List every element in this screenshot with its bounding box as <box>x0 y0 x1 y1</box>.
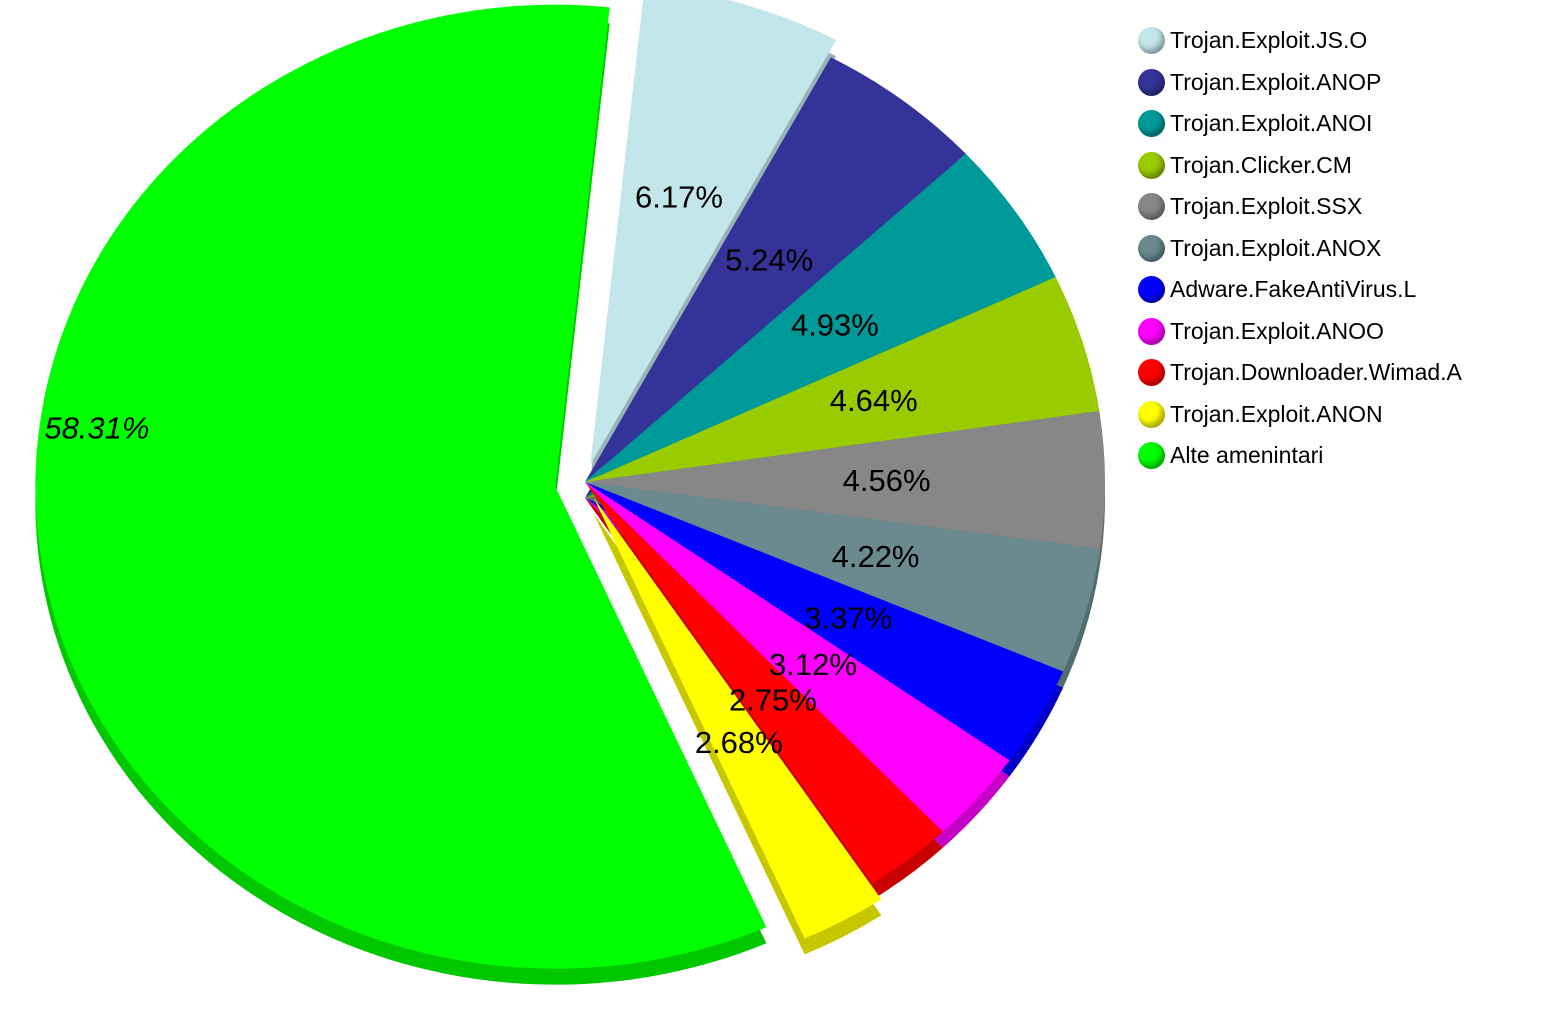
legend-swatch-trojan-exploit-anoi <box>1138 110 1165 138</box>
pie-slice-alte-amenintari <box>35 4 767 969</box>
legend-label-trojan-downloader-wimad-a: Trojan.Downloader.Wimad.A <box>1170 359 1462 386</box>
legend-item-trojan-exploit-anox: Trojan.Exploit.ANOX <box>1138 228 1462 270</box>
legend-swatch-trojan-clicker-cm <box>1138 151 1165 179</box>
pie-slice-trojan-exploit-anoi <box>585 153 1056 483</box>
legend-item-trojan-exploit-anon: Trojan.Exploit.ANON <box>1138 394 1462 436</box>
legend-item-trojan-exploit-anoo: Trojan.Exploit.ANOO <box>1138 311 1462 353</box>
legend-item-trojan-exploit-ssx: Trojan.Exploit.SSX <box>1138 186 1462 228</box>
slice-label-trojan-exploit-anop: 5.24% <box>725 243 813 278</box>
pie-slice-trojan-exploit-anoo <box>585 482 1010 832</box>
legend-item-trojan-downloader-wimad-a: Trojan.Downloader.Wimad.A <box>1138 352 1462 394</box>
legend-swatch-trojan-exploit-anop <box>1138 68 1165 96</box>
legend-item-trojan-exploit-anoi: Trojan.Exploit.ANOI <box>1138 103 1462 145</box>
slice-label-trojan-exploit-anon: 2.68% <box>695 725 783 760</box>
legend-label-trojan-exploit-anoo: Trojan.Exploit.ANOO <box>1170 317 1384 344</box>
pie-slice-adware-fakeantivirus-l <box>585 482 1064 761</box>
legend-label-trojan-exploit-ssx: Trojan.Exploit.SSX <box>1170 193 1363 220</box>
legend-swatch-trojan-exploit-ssx <box>1138 193 1165 221</box>
slice-label-alte-amenintari: 58.31% <box>44 410 149 445</box>
legend-label-trojan-exploit-js-o: Trojan.Exploit.JS.O <box>1170 27 1368 54</box>
legend-label-trojan-clicker-cm: Trojan.Clicker.CM <box>1170 151 1352 178</box>
legend-label-trojan-exploit-anoi: Trojan.Exploit.ANOI <box>1170 110 1373 137</box>
pie-slice-trojan-clicker-cm <box>585 277 1100 482</box>
legend-label-adware-fakeantivirus-l: Adware.FakeAntiVirus.L <box>1170 276 1417 303</box>
slice-label-adware-fakeantivirus-l: 3.37% <box>804 600 892 635</box>
legend-swatch-trojan-downloader-wimad-a <box>1138 359 1165 387</box>
pie-slice-trojan-exploit-js-o <box>590 0 837 465</box>
legend-label-trojan-exploit-anox: Trojan.Exploit.ANOX <box>1170 234 1382 261</box>
pie-slice-trojan-exploit-anop <box>585 57 966 483</box>
legend-label-alte-amenintari: Alte amenintari <box>1170 442 1324 469</box>
slice-label-trojan-exploit-js-o: 6.17% <box>635 180 723 215</box>
legend-swatch-trojan-exploit-anoo <box>1138 317 1165 345</box>
legend-label-trojan-exploit-anon: Trojan.Exploit.ANON <box>1170 400 1383 427</box>
legend-item-adware-fakeantivirus-l: Adware.FakeAntiVirus.L <box>1138 269 1462 311</box>
legend-item-trojan-clicker-cm: Trojan.Clicker.CM <box>1138 145 1462 187</box>
legend-swatch-trojan-exploit-js-o <box>1138 27 1165 55</box>
legend-item-trojan-exploit-anop: Trojan.Exploit.ANOP <box>1138 62 1462 104</box>
legend-swatch-trojan-exploit-anox <box>1138 234 1165 262</box>
pie-slice-trojan-downloader-wimad-a <box>585 482 943 884</box>
pie-slice-trojan-exploit-anon <box>593 497 882 939</box>
pie-slice-labels: 6.17%5.24% 4.93% 4.64% 4.56% 4.22% 3.37% 3.12%… <box>44 180 930 760</box>
pie-slice-trojan-exploit-ssx <box>585 411 1105 549</box>
legend-label-trojan-exploit-anop: Trojan.Exploit.ANOP <box>1170 68 1382 95</box>
slice-label-trojan-exploit-ssx: 4.56% <box>843 463 931 498</box>
slice-label-trojan-downloader-wimad-a: 2.75% <box>729 683 817 718</box>
legend-swatch-adware-fakeantivirus-l <box>1138 276 1165 304</box>
pie-slice-trojan-exploit-anox <box>585 482 1100 672</box>
legend-swatch-trojan-exploit-anon <box>1138 400 1165 428</box>
pie-slices <box>35 0 1105 985</box>
legend-swatch-alte-amenintari <box>1138 442 1165 470</box>
legend-item-alte-amenintari: Alte amenintari <box>1138 435 1462 477</box>
slice-label-trojan-exploit-anoo: 3.12% <box>769 647 857 682</box>
legend-item-trojan-exploit-js-o: Trojan.Exploit.JS.O <box>1138 20 1462 62</box>
slice-label-trojan-exploit-anoi: 4.93% <box>791 307 879 342</box>
slice-label-trojan-clicker-cm: 4.64% <box>830 383 918 418</box>
legend: Trojan.Exploit.JS.O Trojan.Exploit.ANOP Tr… <box>1138 20 1462 477</box>
slice-label-trojan-exploit-anox: 4.22% <box>832 539 920 574</box>
